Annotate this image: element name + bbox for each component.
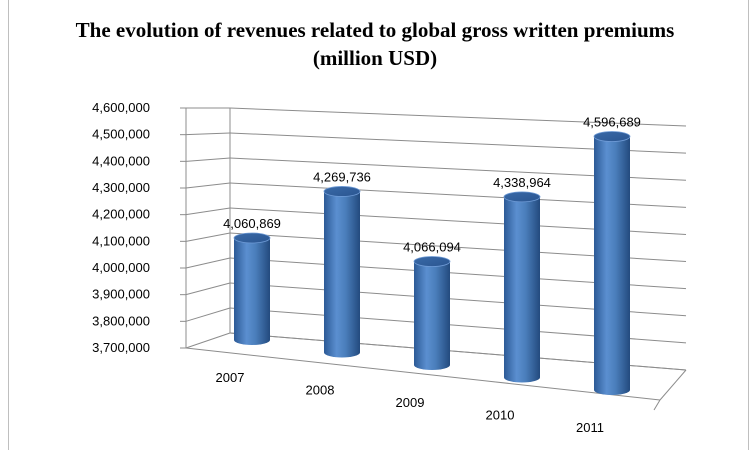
bar-body [234,237,270,345]
bar-top [593,131,631,142]
chart-title: The evolution of revenues related to glo… [75,18,675,70]
bar-top [413,256,451,267]
y-tick-label: 4,000,000 [92,260,150,275]
data-label: 4,066,094 [403,240,461,255]
gridline-side [185,207,231,216]
y-tick-label: 4,600,000 [92,100,150,115]
floor-right-edge [659,369,687,401]
bar-2007 [233,232,271,345]
x-tick-label: 2011 [576,420,604,435]
gridline-side [185,182,231,189]
bar-top [233,232,271,244]
bar-2008 [323,186,361,358]
y-tick-label: 3,800,000 [92,313,150,328]
gridline-side [185,157,231,162]
gridline [229,107,687,127]
floor-right-tick [653,399,661,411]
y-tick-label: 4,100,000 [92,233,150,248]
y-tick-label: 4,200,000 [92,207,150,222]
data-label: 4,060,869 [223,216,281,231]
y-axis-ticks: 3,700,000 3,800,000 3,900,000 4,000,000 4,10… [92,100,186,355]
x-tick-label: 2008 [306,383,335,398]
y-tick-label: 4,300,000 [92,180,150,195]
bar-top [323,186,361,197]
bar-2010 [503,191,541,383]
x-tick-label: 2007 [216,370,245,385]
bars-layer [233,131,631,396]
bar-body [594,136,630,396]
gridline-side [185,307,231,322]
y-tick-label: 3,900,000 [92,287,150,302]
y-tick-label: 4,400,000 [92,153,150,168]
x-tick-label: 2010 [486,408,515,423]
data-label: 4,269,736 [313,169,371,184]
data-label: 4,596,689 [583,115,641,130]
bar-body [414,261,450,370]
x-tick-label: 2009 [396,395,425,410]
y-tick-label: 3,700,000 [92,340,150,355]
data-labels: 4,060,869 4,269,736 4,066,094 4,338,964 4,59… [223,115,641,255]
gridline-side [185,332,231,349]
gridline-side [185,132,231,136]
bar-body [324,191,360,358]
bar-2009 [413,256,451,370]
data-label: 4,338,964 [493,175,551,190]
gridline-side [185,282,231,296]
gridline-side [185,232,231,242]
bar-2011 [593,131,631,396]
y-tick-label: 4,500,000 [92,127,150,142]
bar-top [503,191,541,203]
floor-front-edge [185,347,661,401]
x-axis-ticks: 2007 2008 2009 2010 2011 [216,370,604,435]
bar-body [504,196,540,383]
gridline-side [185,257,231,269]
